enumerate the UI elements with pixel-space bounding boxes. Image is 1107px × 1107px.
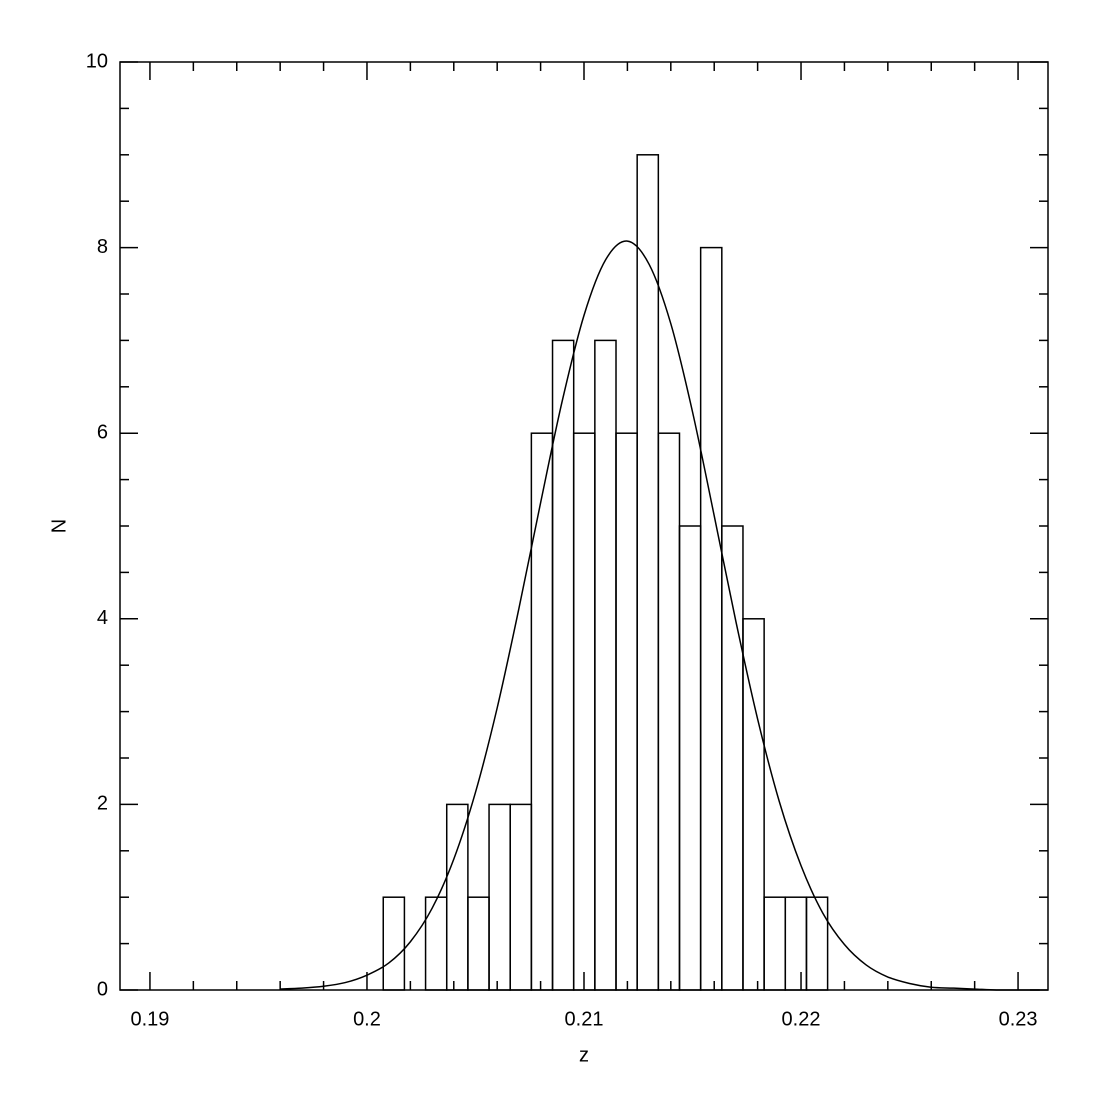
histogram-bar (721, 525, 744, 991)
y-tick-label: 6 (97, 421, 108, 443)
histogram-bar (742, 618, 765, 991)
y-tick-label: 10 (86, 50, 108, 72)
histogram-bar (424, 896, 448, 991)
x-tick-label: 0.22 (782, 1008, 821, 1030)
x-tick-label: 0.2 (353, 1008, 381, 1030)
histogram-bar (636, 154, 660, 991)
histogram-bar (445, 803, 469, 991)
histogram-bar (699, 246, 723, 991)
histogram-bar (572, 432, 596, 991)
x-tick-label: 0.23 (999, 1008, 1038, 1030)
x-axis-label: z (579, 1044, 589, 1066)
y-tick-label: 4 (97, 607, 108, 629)
histogram-bar (805, 896, 829, 991)
y-axis-label: N (48, 519, 70, 533)
histogram-bar (530, 432, 554, 991)
histogram-bar (678, 525, 702, 991)
histogram-bar (594, 339, 617, 991)
y-tick-label: 2 (97, 793, 108, 815)
histogram-bar (615, 432, 638, 991)
histogram-bar (488, 803, 511, 991)
histogram-bar (467, 896, 490, 991)
x-tick-label: 0.21 (565, 1008, 604, 1030)
y-tick-label: 8 (97, 236, 108, 258)
histogram-bar (382, 896, 406, 991)
fit-curve (280, 240, 1040, 991)
histogram-bar (551, 339, 575, 991)
y-tick-label: 0 (97, 978, 108, 1000)
histogram-bar (784, 896, 808, 991)
x-tick-label: 0.19 (130, 1008, 169, 1030)
histogram-bar (509, 803, 533, 991)
plot-frame (119, 61, 1049, 991)
histogram-bar (657, 432, 681, 991)
histogram-bar (763, 896, 787, 991)
